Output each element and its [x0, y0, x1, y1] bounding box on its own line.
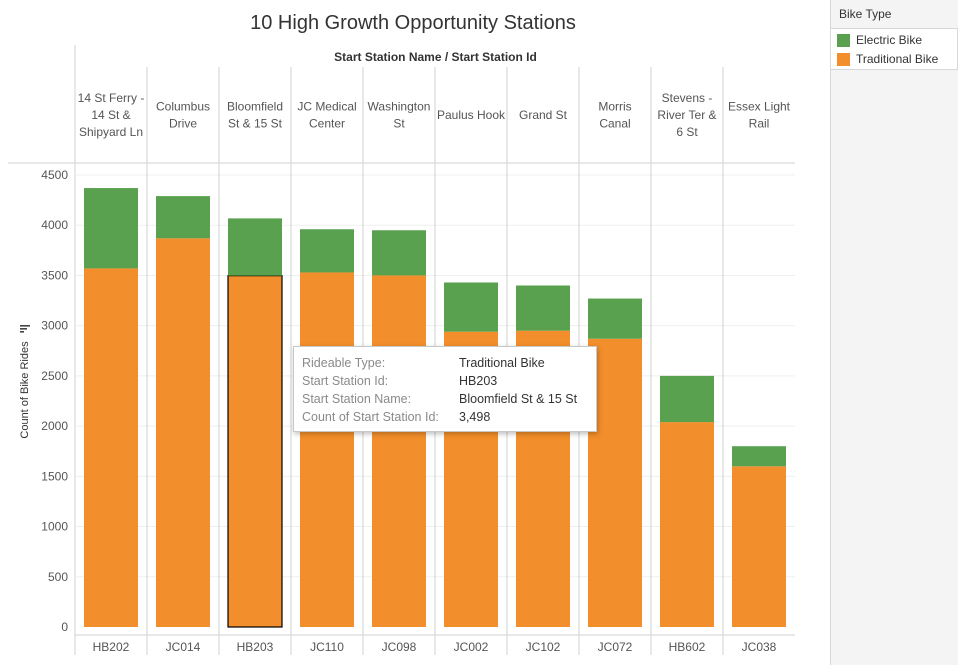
station-id-label: JC002: [454, 640, 489, 654]
station-id-label: JC038: [742, 640, 777, 654]
station-name-label: Stevens -: [662, 91, 713, 105]
legend-item-electric-bike[interactable]: Electric Bike: [837, 32, 922, 48]
station-name-label: Bloomfield: [227, 100, 283, 114]
tooltip-value: HB203: [459, 374, 498, 388]
bar-electric-bike[interactable]: [732, 446, 786, 467]
station-name-label: Morris: [598, 100, 631, 114]
station-name-label: JC Medical: [297, 100, 356, 114]
station-name-label: 6 St: [676, 125, 698, 139]
tooltip-value: 3,498: [459, 410, 491, 424]
y-tick-label: 4000: [41, 218, 68, 232]
legend-panel: Bike Type: [830, 0, 958, 665]
legend-label-traditional-bike: Traditional Bike: [856, 52, 939, 66]
column-header-caption: Start Station Name / Start Station Id: [334, 50, 537, 64]
station-id-label: JC014: [166, 640, 201, 654]
bar-traditional-bike[interactable]: [156, 238, 210, 627]
station-name-label: Rail: [749, 117, 770, 131]
y-tick-label: 500: [48, 570, 68, 584]
station-id-label: HB202: [93, 640, 130, 654]
tooltip-value: Traditional Bike: [459, 356, 545, 370]
bar-traditional-bike[interactable]: [372, 275, 426, 627]
station-name-label: Columbus: [156, 100, 210, 114]
bar-electric-bike[interactable]: [372, 230, 426, 276]
tooltip-value: Bloomfield St & 15 St: [459, 392, 578, 406]
tooltip-label: Start Station Name:: [302, 392, 412, 406]
legend-swatch-electric-bike: [837, 33, 850, 47]
chart-title: 10 High Growth Opportunity Stations: [250, 12, 576, 34]
bar-traditional-bike[interactable]: [300, 272, 354, 627]
bar-traditional-bike[interactable]: [660, 422, 714, 627]
tooltip-label: Count of Start Station Id:: [302, 410, 439, 424]
legend-title: Bike Type: [839, 7, 892, 21]
station-id-label: HB203: [237, 640, 274, 654]
legend-item-traditional-bike[interactable]: Traditional Bike: [837, 51, 938, 67]
legend-swatch-traditional-bike: [837, 52, 850, 66]
station-name-label: Canal: [599, 117, 630, 131]
sort-icon[interactable]: [20, 325, 30, 327]
sort-icon[interactable]: [20, 331, 24, 333]
station-name-label: Shipyard Ln: [79, 125, 143, 139]
bar-electric-bike[interactable]: [300, 229, 354, 273]
bar-traditional-bike[interactable]: [84, 268, 138, 627]
bar-electric-bike[interactable]: [444, 282, 498, 332]
station-name-label: Washington: [368, 100, 431, 114]
y-axis-label: Count of Bike Rides: [19, 341, 31, 439]
tooltip: Rideable Type: Traditional Bike Start St…: [293, 346, 597, 432]
tooltip-label: Rideable Type:: [302, 356, 386, 370]
stacked-bar-chart: 0 500 1000 1500 2000 2500 3000 3500 4000 4500 Coun…: [8, 45, 795, 655]
sort-icon[interactable]: [20, 328, 27, 330]
bar-electric-bike[interactable]: [228, 218, 282, 276]
station-name-label: St & 15 St: [228, 117, 283, 131]
station-name-label: St: [393, 117, 405, 131]
bar-electric-bike[interactable]: [660, 375, 714, 423]
station-name-label: River Ter &: [657, 108, 716, 122]
station-name-label: 14 St Ferry -: [78, 91, 145, 105]
bar-electric-bike[interactable]: [516, 285, 570, 331]
station-name-label: Paulus Hook: [437, 108, 506, 122]
station-id-label: JC110: [310, 640, 344, 654]
station-id-label: JC098: [382, 640, 417, 654]
y-tick-label: 0: [61, 620, 68, 634]
station-id-label: HB602: [669, 640, 706, 654]
bar-traditional-bike[interactable]: [227, 275, 283, 628]
bar-electric-bike[interactable]: [588, 298, 642, 339]
legend-box: Electric Bike Traditional Bike: [830, 28, 958, 70]
legend-label-electric-bike: Electric Bike: [856, 33, 923, 47]
bar-electric-bike[interactable]: [84, 188, 138, 269]
station-id-label: JC102: [526, 640, 561, 654]
station-id-label: JC072: [598, 640, 633, 654]
y-tick-label: 2500: [41, 369, 68, 383]
bar-traditional-bike[interactable]: [588, 338, 642, 627]
station-name-label: Essex Light: [728, 100, 791, 114]
bar-electric-bike[interactable]: [156, 196, 210, 239]
tooltip-label: Start Station Id:: [302, 374, 389, 388]
station-name-label: Drive: [169, 117, 197, 131]
y-tick-label: 3500: [41, 268, 68, 282]
y-tick-label: 2000: [41, 419, 68, 433]
y-tick-label: 3000: [41, 319, 68, 333]
bar-traditional-bike[interactable]: [732, 466, 786, 627]
y-tick-label: 1000: [41, 520, 68, 534]
y-tick-label: 4500: [41, 168, 68, 182]
station-name-label: 14 St &: [91, 108, 130, 122]
station-name-label: Grand St: [519, 108, 568, 122]
station-name-label: Center: [309, 117, 345, 131]
y-tick-label: 1500: [41, 469, 68, 483]
